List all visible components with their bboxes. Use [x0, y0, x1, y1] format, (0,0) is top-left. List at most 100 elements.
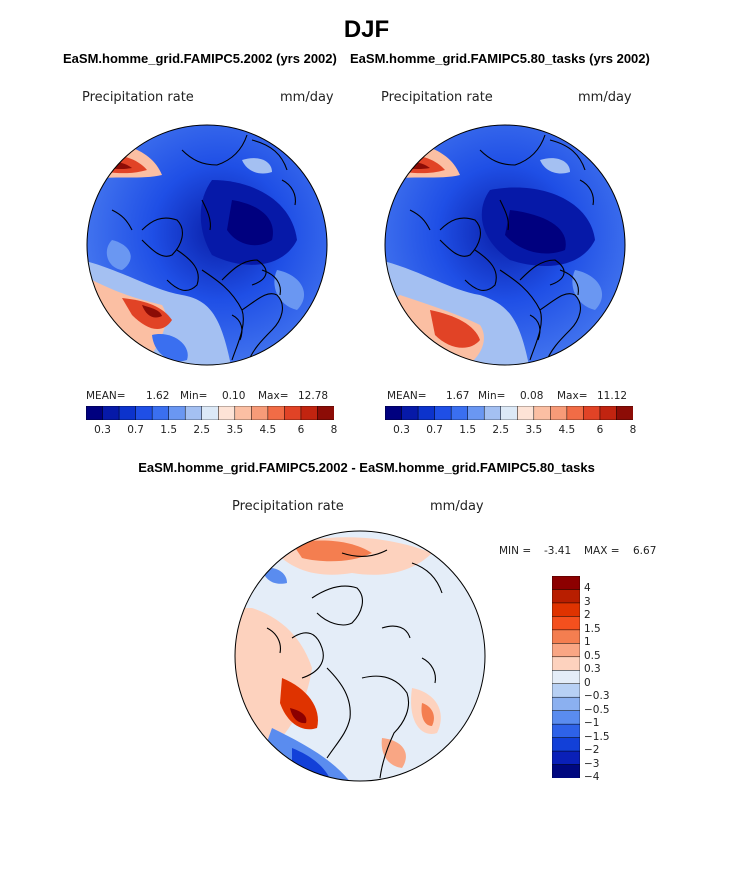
panel1-title: EaSM.homme_grid.FAMIPC5.2002 (yrs 2002) — [63, 51, 337, 66]
diff-title: EaSM.homme_grid.FAMIPC5.2002 - EaSM.homm… — [138, 460, 595, 475]
diff-colorbar-tick-label: −0.3 — [584, 690, 610, 703]
diff-colorbar-tick-label: 0.3 — [584, 663, 601, 676]
panel1-colorbar-tick-label: 0.3 — [94, 424, 111, 436]
diff-colorbar-swatch — [552, 683, 580, 698]
diff-colorbar-swatch — [552, 696, 580, 712]
diff-colorbar-tick-label: −3 — [584, 757, 600, 770]
panel1-patch-c — [152, 334, 188, 362]
diff-patch-warm — [381, 738, 406, 768]
panel2-polar-map — [384, 124, 626, 366]
panel2-colorbar-tick-label: 0.3 — [393, 424, 410, 436]
diff-colorbar-tick-label: 3 — [584, 595, 591, 608]
panel2-colorbar-swatch — [401, 406, 419, 420]
panel2-max-value: 11.12 — [597, 390, 628, 402]
diff-colorbar-tick-label: −1.5 — [584, 730, 610, 743]
diff-colorbar-swatch — [552, 616, 580, 631]
panel1-patch-a — [106, 240, 131, 270]
diff-colorbar-tick-label: 1.5 — [584, 622, 601, 635]
diff-colorbar-swatch — [552, 656, 580, 671]
diff-colorbar-swatch — [552, 602, 580, 618]
panel1-colorbar-tick-label: 1.5 — [160, 424, 177, 436]
diff-colorbar — [552, 576, 580, 778]
panel1-colorbar-swatch — [251, 406, 269, 420]
panel2-colorbar-swatch — [533, 406, 551, 420]
panel2-colorbar-swatch — [500, 406, 518, 420]
panel2-patch-b — [572, 270, 603, 310]
panel1-colorbar-swatch — [151, 406, 170, 420]
diff-west-core — [290, 708, 307, 724]
diff-colorbar-swatch — [552, 710, 580, 725]
diff-colorbar-tick-label: 0 — [584, 676, 591, 689]
diff-colorbar-swatch — [552, 670, 580, 685]
diff-east-max — [421, 703, 434, 726]
panel2-arctic-core — [505, 210, 566, 254]
panel2-colorbar-swatch — [450, 406, 469, 420]
panel2-colorbar-swatch — [517, 406, 535, 420]
panel2-map-border — [384, 124, 626, 366]
panel2-mean-label: MEAN= — [387, 390, 427, 402]
panel1-arctic-core — [227, 200, 273, 246]
panel2-colorbar-tick-label: 4.5 — [558, 424, 576, 436]
diff-coastlines — [266, 549, 443, 779]
panel2-colorbar-swatch — [385, 406, 403, 420]
panel1-polar-map — [86, 124, 328, 366]
diff-min-value: -3.41 — [544, 545, 572, 557]
panel2-colorbar-swatch — [616, 406, 633, 420]
panel1-colorbar-swatch — [218, 406, 236, 420]
panel1-colorbar-swatch — [135, 406, 153, 420]
panel2-max-label: Max= — [557, 390, 588, 402]
panel2-colorbar — [385, 406, 633, 420]
panel1-atlantic-core — [142, 305, 162, 318]
panel2-colorbar-swatch — [583, 406, 601, 420]
panel2-colorbar-tick-label: 1.5 — [459, 424, 476, 436]
panel1-units-label: mm/day — [280, 90, 334, 105]
panel2-colorbar-swatch — [434, 406, 452, 420]
diff-colorbar-swatch — [552, 576, 580, 591]
diff-colorbar-tick-label: −1 — [584, 717, 600, 730]
panel2-min-label: Min= — [478, 390, 506, 402]
diff-max-label: MAX = — [584, 545, 620, 557]
panel2-colorbar-swatch — [417, 406, 436, 420]
panel1-colorbar-tick-label: 8 — [330, 424, 338, 436]
panel2-mean-value: 1.67 — [446, 390, 470, 402]
panel1-colorbar-tick-label: 0.7 — [127, 424, 144, 436]
diff-colorbar-tick-label: 4 — [584, 582, 591, 595]
panel2-colorbar-swatch — [467, 406, 485, 420]
panel1-mean-value: 1.62 — [146, 390, 170, 402]
panel1-colorbar-swatch — [86, 406, 104, 420]
panel1-min-value: 0.10 — [222, 390, 246, 402]
panel1-colorbar-swatch — [102, 406, 120, 420]
panel2-colorbar-tick-label: 6 — [596, 424, 604, 436]
diff-colorbar-swatch — [552, 723, 580, 739]
panel2-colorbar-tick-label: 2.5 — [492, 424, 510, 436]
diff-colorbar-tick-label: 1 — [584, 636, 591, 649]
panel1-max-label: Max= — [258, 390, 289, 402]
panel2-colorbar-tick-label: 8 — [629, 424, 637, 436]
diff-colorbar-swatch — [552, 737, 580, 752]
panel2-colorbar-swatch — [550, 406, 568, 420]
panel1-colorbar-tick-label: 6 — [297, 424, 305, 436]
panel1-coastlines — [111, 134, 296, 365]
diff-map-border — [234, 530, 486, 782]
panel1-colorbar-swatch — [168, 406, 186, 420]
diff-west-max — [280, 678, 318, 730]
diff-colorbar-tick-label: 2 — [584, 609, 591, 622]
diff-colorbar-tick-label: −4 — [584, 771, 600, 783]
panel1-colorbar-swatch — [184, 406, 203, 420]
panel1-map-border — [86, 124, 328, 366]
panel2-colorbar-tick-label: 0.7 — [426, 424, 443, 436]
diff-units-label: mm/day — [430, 499, 484, 514]
panel2-min-value: 0.08 — [520, 390, 544, 402]
panel2-variable-label: Precipitation rate — [381, 90, 493, 105]
diff-colorbar-tick-label: −2 — [584, 744, 600, 757]
diff-colorbar-tick-label: 0.5 — [584, 649, 601, 662]
diff-colorbar-swatch — [552, 589, 580, 604]
panel1-colorbar-swatch — [234, 406, 252, 420]
panel1-colorbar-swatch — [284, 406, 302, 420]
panel1-colorbar-swatch — [118, 406, 137, 420]
panel2-units-label: mm/day — [578, 90, 632, 105]
diff-variable-label: Precipitation rate — [232, 499, 344, 514]
panel2-atlantic-max — [430, 310, 480, 348]
diff-colorbar-swatch — [552, 629, 580, 644]
panel1-mean-label: MEAN= — [86, 390, 126, 402]
